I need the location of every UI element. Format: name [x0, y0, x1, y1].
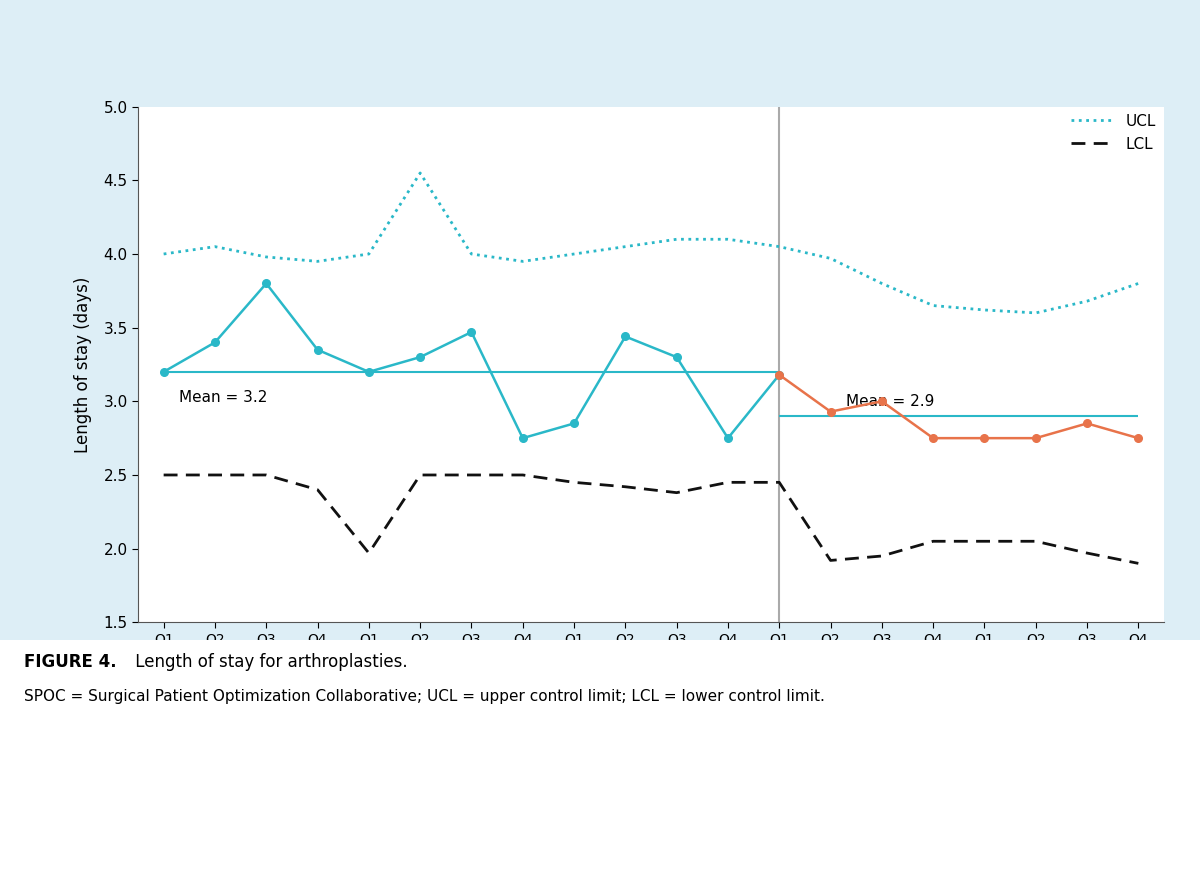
Text: 2019: 2019 [223, 725, 258, 740]
Text: Mean = 2.9: Mean = 2.9 [846, 394, 935, 409]
Text: 2023: 2023 [1044, 725, 1079, 740]
Text: 2021: 2021 [634, 725, 668, 740]
Legend: UCL, LCL: UCL, LCL [1070, 115, 1157, 152]
Text: 2022: 2022 [839, 725, 874, 740]
Y-axis label: Length of stay (days): Length of stay (days) [74, 276, 92, 453]
Text: FIGURE 4.: FIGURE 4. [24, 653, 116, 671]
Text: 2020: 2020 [428, 725, 463, 740]
Text: SPOC = Surgical Patient Optimization Collaborative; UCL = upper control limit; L: SPOC = Surgical Patient Optimization Col… [24, 689, 824, 704]
Text: Length of stay for arthroplasties.: Length of stay for arthroplasties. [130, 653, 407, 671]
Text: Mean = 3.2: Mean = 3.2 [179, 389, 268, 404]
